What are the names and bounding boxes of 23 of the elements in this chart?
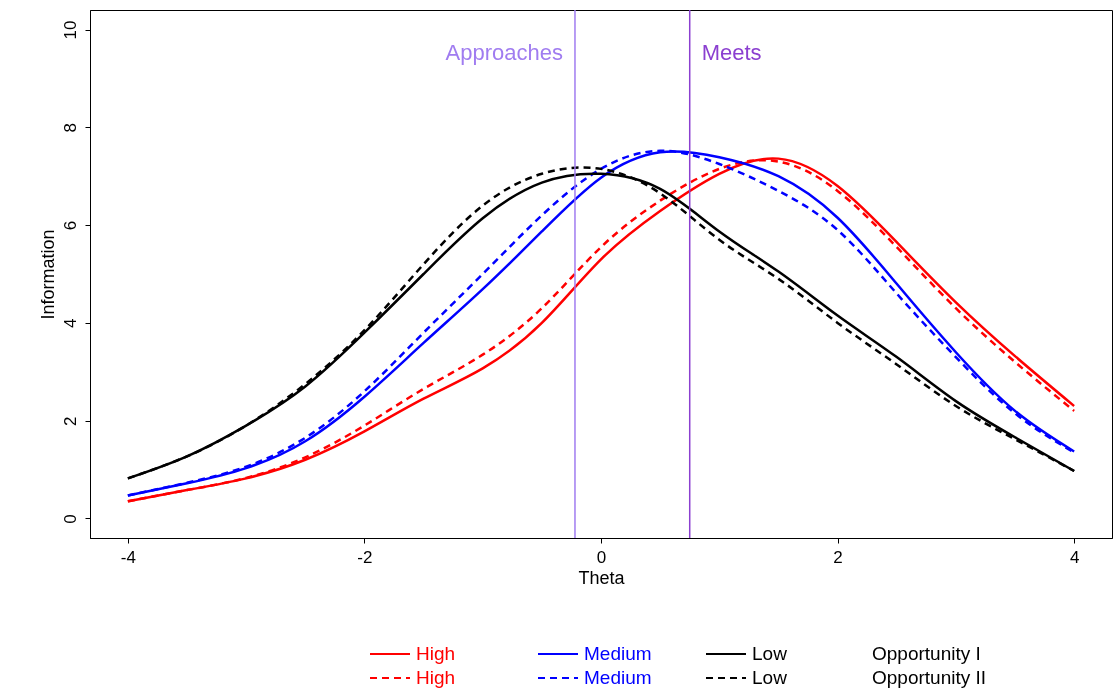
legend-label: Medium (584, 643, 652, 665)
x-tick-label: 0 (596, 547, 607, 567)
x-tick-label: 4 (1069, 547, 1080, 567)
y-tick-label: 8 (60, 123, 80, 133)
x-axis-title: Theta (578, 567, 626, 588)
text: Opportunity I (872, 643, 982, 665)
y-tick-label: 10 (60, 20, 80, 40)
y-tick-label: 4 (60, 318, 80, 329)
legend-label: Low (752, 643, 787, 665)
legend-label: Medium (584, 667, 652, 689)
x-tick-label: -2 (357, 547, 373, 567)
text: Opportunity II (872, 667, 987, 689)
y-tick-label: 0 (60, 514, 80, 524)
y-tick-label: 2 (60, 416, 80, 426)
legend-label: High (416, 643, 456, 665)
x-tick-label: 2 (833, 547, 843, 567)
x-tick-label: -4 (120, 547, 136, 567)
ref-line-label: Approaches (445, 40, 563, 65)
legend-label: High (416, 667, 456, 689)
y-tick-label: 6 (60, 220, 80, 231)
ref-line-label: Meets (701, 40, 762, 65)
y-axis-title: Information (37, 229, 58, 320)
legend-label: Low (752, 667, 787, 689)
